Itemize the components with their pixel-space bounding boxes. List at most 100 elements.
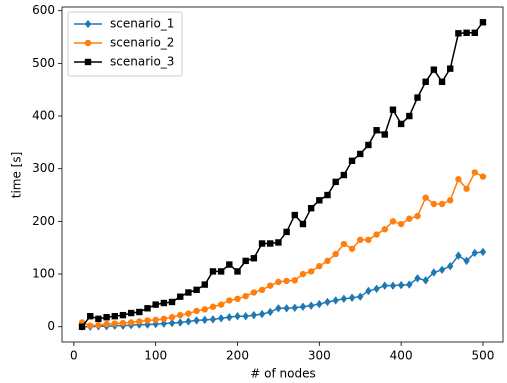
marker xyxy=(217,314,225,323)
x-tick-label: 200 xyxy=(226,349,249,363)
x-axis-label: # of nodes xyxy=(250,367,315,381)
marker xyxy=(381,226,388,233)
marker xyxy=(479,19,487,26)
marker xyxy=(111,312,118,320)
marker xyxy=(365,236,372,244)
marker xyxy=(242,292,249,300)
marker xyxy=(201,281,208,288)
marker xyxy=(463,29,470,37)
marker xyxy=(471,169,478,176)
marker xyxy=(226,313,233,322)
marker xyxy=(234,268,241,275)
marker xyxy=(438,78,446,85)
marker xyxy=(455,30,462,37)
marker xyxy=(275,304,282,313)
marker xyxy=(209,315,217,324)
legend-label: scenario_3 xyxy=(110,55,174,69)
marker xyxy=(242,257,249,265)
marker xyxy=(422,78,429,85)
marker xyxy=(406,280,413,289)
marker xyxy=(447,65,454,72)
marker xyxy=(471,248,478,258)
marker xyxy=(332,178,339,186)
marker xyxy=(283,228,290,236)
marker xyxy=(209,303,217,310)
marker xyxy=(316,262,323,270)
marker xyxy=(357,292,364,301)
marker xyxy=(226,261,233,268)
marker xyxy=(373,284,380,294)
marker xyxy=(365,286,372,296)
marker xyxy=(414,274,421,283)
marker xyxy=(365,141,372,149)
marker xyxy=(209,268,217,275)
marker xyxy=(479,173,487,180)
marker xyxy=(307,301,315,310)
legend-label: scenario_2 xyxy=(110,36,174,50)
legend-label: scenario_1 xyxy=(110,17,174,31)
marker xyxy=(381,281,388,290)
marker xyxy=(111,320,118,327)
marker xyxy=(95,321,102,329)
marker xyxy=(168,314,176,321)
marker xyxy=(144,317,151,324)
marker xyxy=(217,301,225,308)
series xyxy=(78,19,487,330)
marker xyxy=(348,245,356,252)
marker xyxy=(283,304,290,313)
plot-frame xyxy=(61,6,504,343)
marker xyxy=(373,231,380,238)
marker xyxy=(430,268,438,277)
marker xyxy=(422,276,429,285)
marker xyxy=(348,157,356,165)
marker xyxy=(119,311,127,319)
marker xyxy=(381,131,388,138)
marker xyxy=(95,315,102,323)
y-tick-label: 400 xyxy=(32,109,55,123)
marker xyxy=(438,200,446,208)
marker xyxy=(455,251,462,260)
y-tick-label: 100 xyxy=(32,267,55,281)
marker xyxy=(217,268,225,275)
marker xyxy=(275,278,282,286)
marker xyxy=(87,322,94,329)
marker xyxy=(103,314,110,321)
marker xyxy=(168,318,176,328)
x-tick-label: 500 xyxy=(472,349,495,363)
marker xyxy=(397,280,405,290)
marker xyxy=(389,281,397,290)
marker xyxy=(177,293,184,300)
marker xyxy=(234,311,241,321)
marker xyxy=(463,185,470,192)
x-tick-label: 100 xyxy=(144,349,167,363)
marker xyxy=(84,19,92,29)
marker xyxy=(299,302,307,311)
marker xyxy=(250,255,258,262)
marker xyxy=(136,318,143,325)
marker xyxy=(258,286,266,294)
marker xyxy=(332,250,339,258)
marker xyxy=(455,176,462,183)
marker xyxy=(438,265,446,275)
marker xyxy=(389,106,397,113)
marker xyxy=(168,298,176,306)
marker xyxy=(316,197,323,204)
marker xyxy=(87,312,94,320)
marker xyxy=(177,311,184,319)
marker xyxy=(250,289,258,296)
marker xyxy=(324,191,331,199)
marker xyxy=(250,310,258,320)
marker xyxy=(193,286,200,294)
marker xyxy=(373,127,380,134)
marker xyxy=(160,315,168,323)
marker xyxy=(357,236,364,244)
marker xyxy=(463,256,470,266)
marker xyxy=(447,197,454,204)
marker xyxy=(307,205,315,212)
marker xyxy=(406,215,413,222)
marker xyxy=(234,295,241,303)
marker xyxy=(84,39,92,47)
marker xyxy=(136,308,143,316)
marker xyxy=(299,270,307,278)
